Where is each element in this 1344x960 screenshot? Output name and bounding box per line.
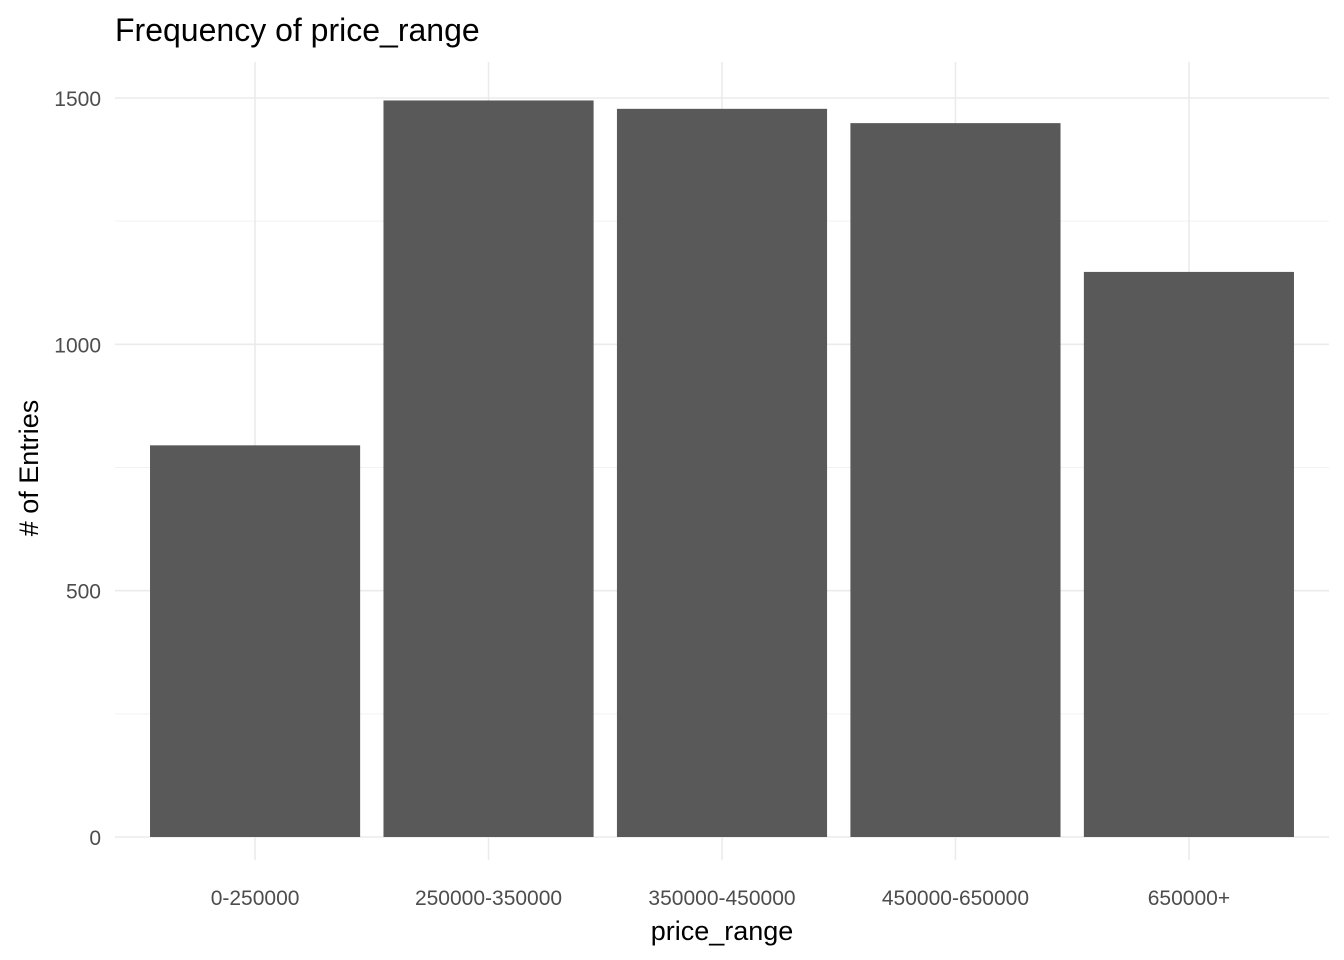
x-axis-ticks: 0-250000 250000-350000 350000-450000 450000… <box>211 887 1230 910</box>
x-tick-label: 650000+ <box>1148 887 1230 910</box>
y-axis-ticks: 0 500 1000 1500 <box>54 88 101 850</box>
bar-450000-650000 <box>850 123 1061 838</box>
bar-0-250000 <box>150 445 361 837</box>
x-axis-title: price_range <box>651 916 794 946</box>
bar-250000-350000 <box>383 100 594 838</box>
y-tick-label: 1500 <box>54 88 101 111</box>
y-tick-label: 500 <box>66 581 101 604</box>
bars <box>150 100 1294 838</box>
y-tick-label: 1000 <box>54 334 101 357</box>
bar-650000+ <box>1083 271 1294 837</box>
bar-350000-450000 <box>616 108 828 837</box>
x-tick-label: 250000-350000 <box>415 887 562 910</box>
x-tick-label: 350000-450000 <box>648 887 795 910</box>
y-tick-label: 0 <box>89 827 101 850</box>
chart-title: Frequency of price_range <box>115 12 480 48</box>
x-tick-label: 0-250000 <box>211 887 300 910</box>
x-tick-label: 450000-650000 <box>882 887 1029 910</box>
y-axis-title: # of Entries <box>14 400 44 537</box>
